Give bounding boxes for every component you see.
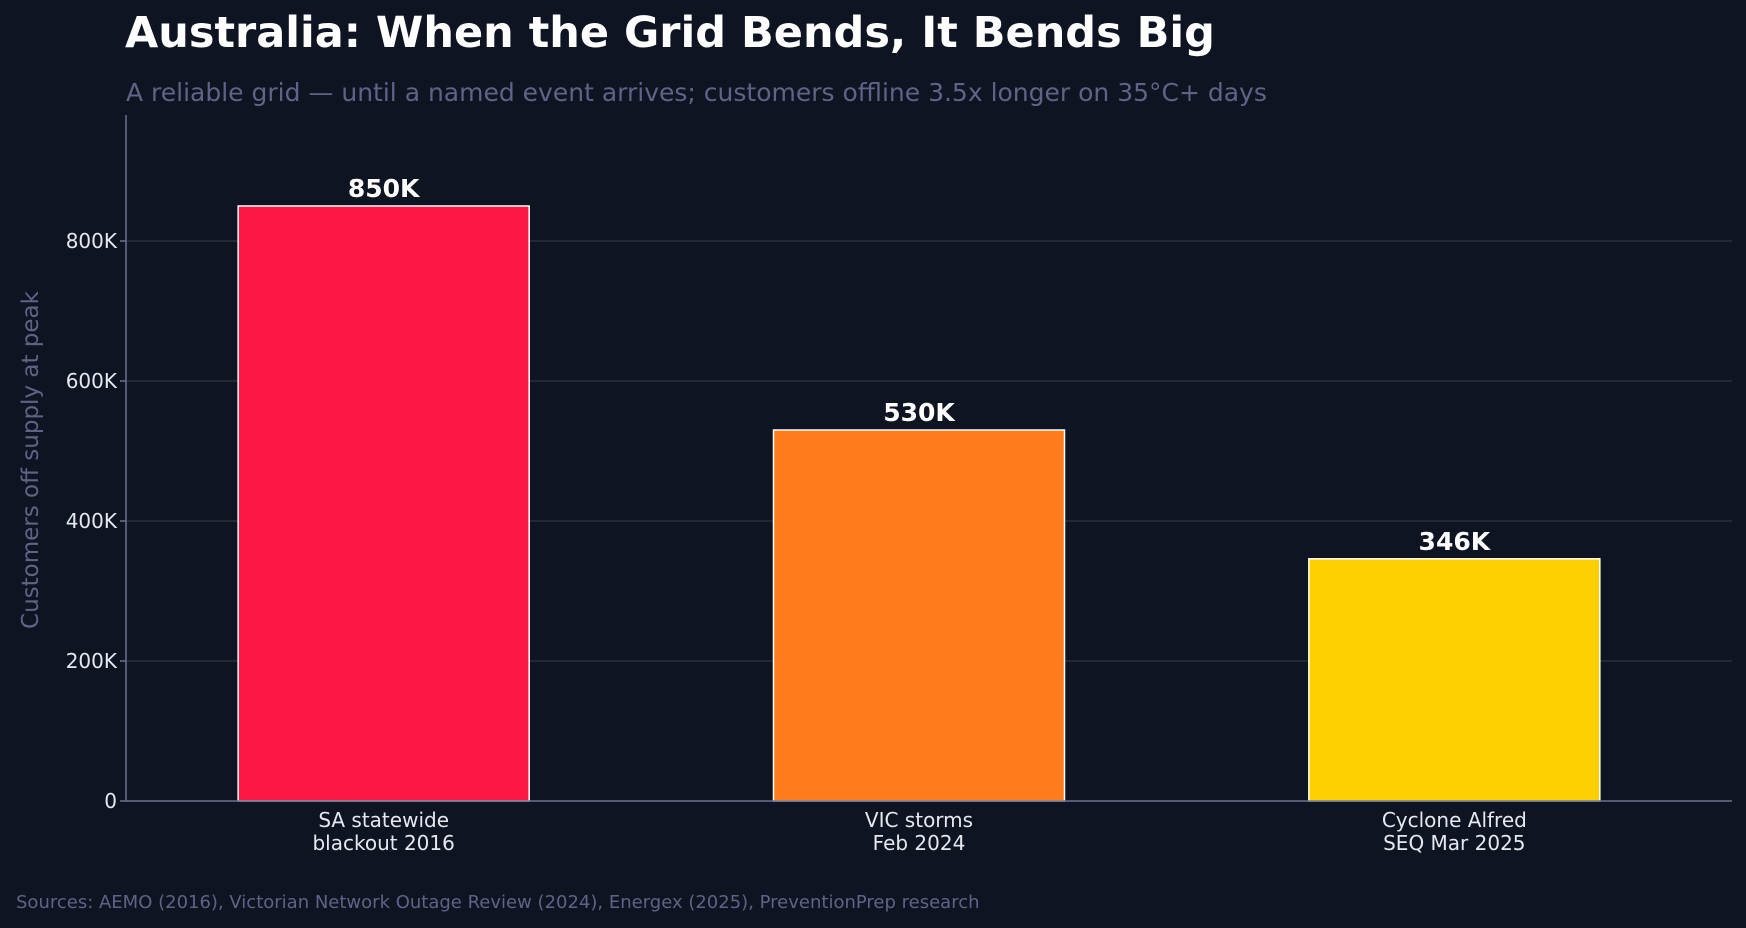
x-tick-label: blackout 2016 — [312, 831, 454, 855]
y-tick-label: 400K — [66, 509, 118, 533]
x-tick-label: VIC storms — [865, 808, 973, 832]
bar-value-label: 850K — [348, 174, 421, 203]
y-tick-label: 800K — [66, 229, 118, 253]
y-axis-label: Customers off supply at peak — [18, 290, 44, 629]
y-tick-label: 200K — [66, 649, 118, 673]
bars — [237, 205, 1601, 802]
bar-value-label: 530K — [883, 398, 956, 427]
chart-subtitle: A reliable grid — until a named event ar… — [126, 78, 1267, 107]
chart-title: Australia: When the Grid Bends, It Bends… — [125, 8, 1215, 58]
bar — [772, 429, 1066, 802]
x-tick-label: Cyclone Alfred — [1382, 808, 1527, 832]
y-tick-label: 600K — [66, 369, 118, 393]
bar-value-label: 346K — [1419, 527, 1492, 556]
x-tick-label: SEQ Mar 2025 — [1383, 831, 1525, 855]
axes — [120, 115, 1732, 802]
bar — [1308, 558, 1601, 802]
bar — [237, 205, 530, 802]
y-tick-label: 0 — [104, 789, 117, 813]
x-tick-label: Feb 2024 — [873, 831, 966, 855]
x-tick-label: SA statewide — [318, 808, 449, 832]
sources-note: Sources: AEMO (2016), Victorian Network … — [16, 892, 980, 913]
